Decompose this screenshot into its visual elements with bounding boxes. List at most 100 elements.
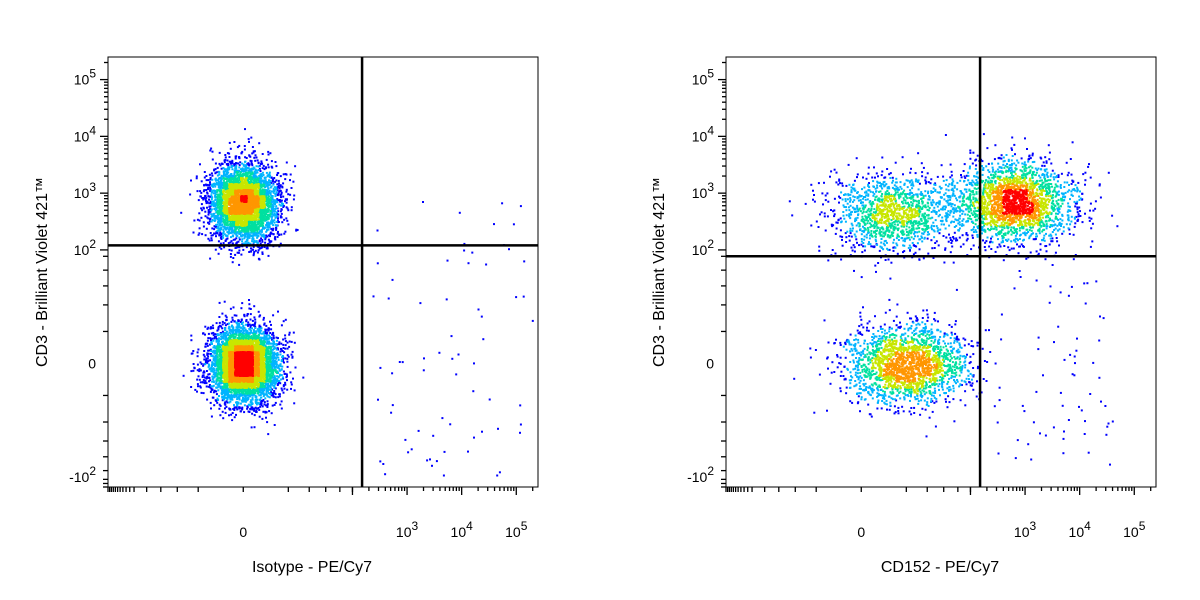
event-dot — [226, 231, 229, 234]
event-dot — [254, 159, 257, 162]
event-dot — [236, 224, 239, 227]
event-dot — [451, 357, 454, 360]
event-dot — [260, 173, 263, 175]
event-dot — [231, 398, 234, 401]
event-dot — [256, 401, 259, 404]
event-dot — [236, 234, 239, 237]
event-dot — [245, 319, 248, 321]
event-dot — [202, 392, 205, 395]
event-dot — [244, 234, 247, 237]
event-dot — [220, 198, 223, 201]
event-dot — [271, 338, 273, 341]
event-dot — [274, 365, 277, 368]
event-dot — [269, 193, 272, 196]
event-dot — [239, 173, 242, 176]
event-dot — [276, 189, 279, 192]
event-dot — [241, 228, 244, 231]
event-dot — [247, 162, 250, 165]
event-dot — [280, 359, 283, 362]
event-dot — [224, 403, 227, 406]
event-dot — [233, 223, 236, 226]
event-dot — [269, 355, 272, 357]
event-dot — [223, 225, 226, 228]
event-dot — [220, 209, 223, 212]
event-dot — [203, 358, 206, 361]
event-dot — [215, 235, 217, 238]
event-dot — [247, 233, 249, 236]
event-dot — [391, 372, 394, 375]
event-dot — [266, 377, 269, 380]
event-dot — [207, 355, 210, 358]
event-dot — [290, 383, 293, 386]
event-dot — [262, 179, 265, 182]
event-dot — [238, 232, 241, 235]
event-dot — [212, 349, 215, 352]
event-dot — [390, 411, 393, 414]
event-dot — [216, 377, 219, 380]
event-dot — [228, 395, 231, 398]
event-dot — [273, 212, 276, 215]
event-dot — [216, 231, 219, 234]
event-dot — [292, 331, 295, 334]
event-dot — [252, 339, 255, 342]
event-dot — [219, 242, 222, 245]
event-dot — [512, 223, 515, 226]
event-dot — [216, 196, 219, 199]
event-dot — [210, 341, 213, 343]
event-dot — [241, 400, 244, 403]
event-dot — [215, 346, 218, 349]
event-dot — [262, 183, 265, 186]
event-dot — [277, 358, 280, 361]
event-dot — [275, 339, 278, 342]
event-dot — [208, 195, 211, 198]
event-dot — [192, 363, 195, 365]
event-dot — [219, 231, 222, 234]
event-dot — [275, 380, 278, 383]
event-dot — [244, 392, 247, 395]
event-dot — [246, 234, 249, 237]
event-dot — [216, 379, 219, 382]
event-dot — [200, 191, 203, 194]
event-dot — [237, 246, 240, 249]
event-dot — [252, 179, 255, 182]
event-dot — [238, 156, 241, 158]
event-dot — [274, 381, 277, 384]
event-dot — [277, 310, 279, 313]
event-dot — [234, 174, 237, 177]
event-dot — [235, 413, 237, 416]
event-dot — [219, 404, 222, 407]
event-dot — [225, 213, 228, 215]
event-dot — [268, 171, 271, 174]
event-dot — [236, 403, 239, 406]
event-dot — [216, 193, 219, 196]
event-dot — [231, 168, 234, 171]
event-dot — [204, 361, 207, 364]
event-dot — [258, 175, 261, 177]
event-dot — [202, 198, 205, 201]
event-dot — [214, 219, 217, 222]
event-dot — [220, 238, 223, 240]
event-dot — [265, 198, 268, 200]
event-dot — [198, 368, 201, 371]
event-dot — [209, 337, 212, 340]
event-dot — [432, 434, 435, 437]
event-dot — [215, 378, 218, 381]
event-dot — [257, 407, 260, 409]
event-dot — [257, 249, 260, 252]
event-dot — [251, 402, 254, 405]
event-dot — [244, 177, 247, 180]
event-dot — [270, 362, 273, 365]
event-dot — [294, 165, 297, 168]
event-dot — [235, 401, 237, 404]
event-dot — [423, 357, 425, 360]
event-dot — [268, 410, 271, 413]
event-dot — [240, 319, 243, 322]
event-dot — [238, 395, 241, 398]
event-dot — [212, 189, 215, 192]
event-dot — [268, 368, 271, 371]
event-dot — [226, 180, 228, 183]
event-dot — [274, 366, 276, 369]
event-dot — [245, 394, 247, 397]
event-dot — [211, 365, 213, 368]
event-dot — [263, 322, 266, 325]
